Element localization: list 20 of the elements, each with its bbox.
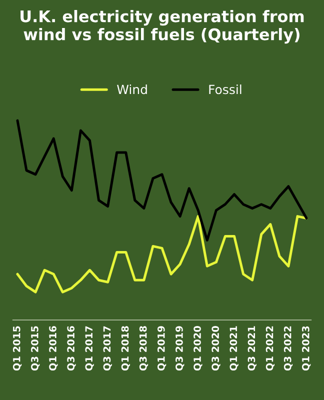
x-tick-label: Q3 2017 bbox=[103, 326, 112, 371]
chart-title: U.K. electricity generation from wind vs fossil fuels (Quarterly) bbox=[20, 10, 304, 44]
x-tick-label: Q3 2021 bbox=[248, 326, 256, 371]
x-tick-label: Q3 2020 bbox=[212, 326, 220, 371]
x-tick-label: Q3 2018 bbox=[139, 326, 148, 371]
x-tick-label: Q1 2021 bbox=[230, 326, 238, 371]
x-tick-label: Q3 2015 bbox=[31, 326, 40, 371]
legend-label: Wind bbox=[117, 84, 147, 94]
x-tick-label: Q1 2023 bbox=[302, 326, 311, 371]
x-tick-label: Q1 2018 bbox=[121, 326, 130, 371]
x-tick-label: Q1 2022 bbox=[266, 326, 274, 371]
x-tick-label: Q3 2016 bbox=[67, 326, 76, 371]
x-tick-label: Q1 2019 bbox=[157, 326, 166, 371]
x-tick-label: Q3 2019 bbox=[176, 326, 184, 371]
x-tick-label: Q1 2015 bbox=[12, 326, 22, 371]
x-tick-label: Q1 2016 bbox=[49, 326, 58, 371]
legend-label: Fossil bbox=[209, 84, 242, 94]
x-tick-label: Q1 2017 bbox=[85, 326, 94, 371]
x-tick-label: Q1 2020 bbox=[194, 326, 202, 371]
x-tick-label: Q3 2022 bbox=[284, 326, 293, 371]
